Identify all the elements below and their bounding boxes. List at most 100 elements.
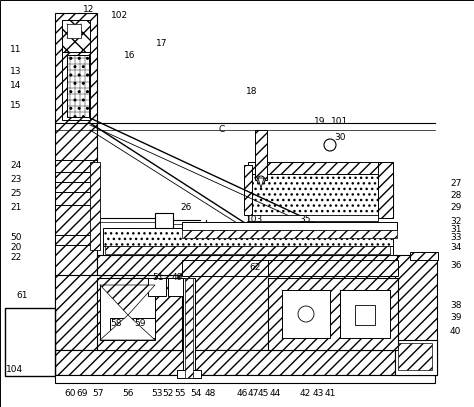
Text: 11: 11 [10,46,22,55]
Bar [395,340,437,375]
Bar [103,245,393,255]
Polygon shape [398,343,432,370]
Text: 42: 42 [300,389,310,398]
Text: 28: 28 [450,192,461,201]
Bar [244,165,252,215]
Bar [62,52,90,120]
Text: 23: 23 [10,175,22,184]
Circle shape [298,306,314,322]
Text: 19: 19 [314,118,326,127]
Bar [182,230,397,238]
Bar [97,255,397,275]
Text: C: C [219,125,225,134]
Text: 41: 41 [324,389,336,398]
Text: 45: 45 [257,389,269,398]
Bar [55,275,435,350]
Bar [90,162,100,250]
Text: 43: 43 [312,389,324,398]
Text: 32: 32 [450,217,461,227]
Bar [55,350,435,375]
Text: 29: 29 [450,204,461,212]
Bar [105,246,390,254]
Text: 38: 38 [450,300,462,309]
Bar [62,20,90,52]
Text: 33: 33 [450,234,462,243]
Bar [255,130,267,180]
Text: 39: 39 [450,313,462,322]
Bar [97,278,182,350]
Text: 53: 53 [151,389,163,398]
Bar [248,172,393,217]
Bar [5,308,55,376]
Text: 56: 56 [122,389,134,398]
Bar [268,260,398,276]
Text: 55: 55 [174,389,186,398]
Text: 101: 101 [331,118,348,127]
Text: 17: 17 [156,39,168,48]
Text: 104: 104 [6,365,23,374]
Bar [103,228,393,246]
Text: 49: 49 [171,273,182,282]
Bar [185,278,193,378]
Polygon shape [100,315,155,340]
Text: 58: 58 [110,319,122,328]
Bar [67,55,89,117]
Text: 60: 60 [64,389,76,398]
Bar [268,278,398,350]
Text: 22: 22 [10,254,22,263]
Text: 34: 34 [450,243,461,252]
Bar [55,375,435,383]
Text: 62: 62 [249,263,261,273]
Text: 21: 21 [10,204,22,212]
Text: 51: 51 [152,273,164,282]
Polygon shape [258,178,264,188]
Bar [183,278,195,378]
Bar [182,222,397,230]
Text: 46: 46 [237,389,248,398]
Text: 25: 25 [10,188,22,197]
Text: 57: 57 [92,389,104,398]
Bar [148,278,166,296]
Bar [395,255,437,375]
Polygon shape [100,285,155,315]
Bar [182,260,270,276]
Text: 30: 30 [334,133,346,142]
Bar [100,285,155,340]
Text: 50: 50 [10,232,22,241]
Bar [133,318,155,338]
Text: 24: 24 [10,160,22,169]
Text: 15: 15 [10,101,22,109]
Bar [155,213,173,228]
Text: 44: 44 [269,389,281,398]
Text: 26: 26 [180,204,191,212]
Text: 48: 48 [204,389,216,398]
Text: 12: 12 [83,4,95,13]
Text: 27: 27 [450,179,461,188]
Text: 54: 54 [191,389,202,398]
Text: 52: 52 [162,389,173,398]
Text: 20: 20 [10,243,22,252]
Circle shape [324,139,336,151]
Bar [355,305,375,325]
Text: 61: 61 [16,291,27,300]
Bar [282,290,330,338]
Bar [248,162,393,174]
Text: 47: 47 [247,389,259,398]
Text: 35: 35 [299,215,311,225]
Text: 69: 69 [76,389,88,398]
Bar [110,318,132,338]
Text: 103: 103 [246,215,264,225]
Text: 18: 18 [246,88,258,96]
Text: 16: 16 [124,52,136,61]
Bar [248,215,378,221]
Text: 102: 102 [111,11,128,20]
Bar [378,162,393,218]
Text: 36: 36 [450,260,462,269]
Text: 13: 13 [10,68,22,77]
Bar [340,290,390,338]
Text: 14: 14 [10,81,22,90]
Bar [410,252,438,260]
Bar [168,278,186,296]
Text: 40: 40 [450,328,461,337]
Bar [55,13,97,375]
